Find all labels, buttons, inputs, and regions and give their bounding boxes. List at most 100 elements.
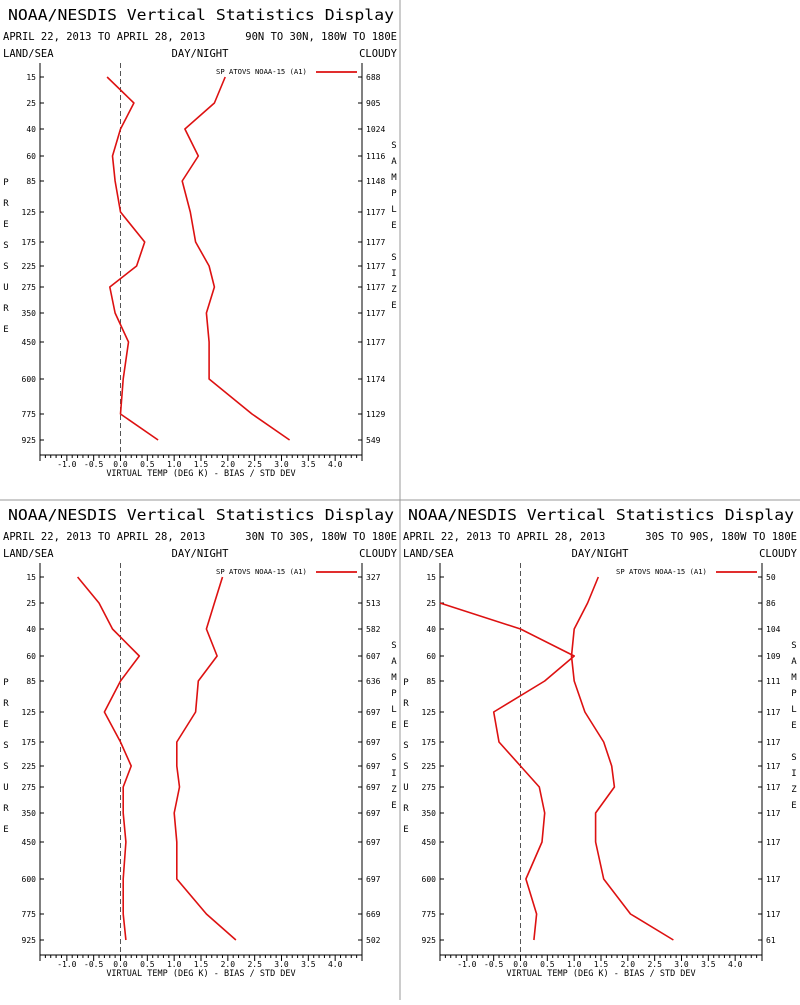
pressure-level-label: 175 bbox=[22, 238, 37, 247]
region-label: 30N TO 30S, 180W TO 180E bbox=[245, 531, 397, 543]
right-axis-title-letter: P bbox=[391, 189, 397, 199]
pressure-level-label: 600 bbox=[422, 875, 437, 884]
x-tick-label: 0.5 bbox=[140, 460, 155, 469]
sample-size-label: 117 bbox=[766, 738, 781, 747]
sample-size-label: 1116 bbox=[366, 152, 385, 161]
pressure-level-label: 450 bbox=[22, 338, 37, 347]
day-night-label: DAY/NIGHT bbox=[172, 548, 230, 560]
cloudy-label: CLOUDY bbox=[759, 548, 798, 560]
sample-size-label: 61 bbox=[766, 936, 776, 945]
pressure-level-label: 275 bbox=[22, 283, 37, 292]
sample-size-label: 1177 bbox=[366, 309, 385, 318]
pressure-level-label: 775 bbox=[22, 910, 37, 919]
x-tick-label: -0.5 bbox=[84, 460, 103, 469]
right-axis-title-letter: Z bbox=[791, 785, 797, 795]
x-tick-label: -1.0 bbox=[57, 460, 76, 469]
legend-label: SP ATOVS NOAA-15 (A1) bbox=[216, 67, 307, 76]
x-axis-title: VIRTUAL TEMP (DEG K) - BIAS / STD DEV bbox=[106, 469, 295, 479]
cloudy-label: CLOUDY bbox=[359, 548, 398, 560]
x-tick-label: -1.0 bbox=[457, 960, 476, 969]
pressure-level-label: 85 bbox=[26, 177, 36, 186]
sample-size-label: 104 bbox=[766, 625, 781, 634]
right-axis-title-letter: P bbox=[391, 689, 397, 699]
cloudy-label: CLOUDY bbox=[359, 48, 398, 60]
sample-size-label: 1177 bbox=[366, 338, 385, 347]
chart-title: NOAA/NESDIS Vertical Statistics Display bbox=[8, 6, 394, 24]
x-tick-label: 1.0 bbox=[167, 460, 182, 469]
x-tick-label: 0.5 bbox=[140, 960, 155, 969]
pressure-level-label: 925 bbox=[22, 936, 37, 945]
sample-size-label: 117 bbox=[766, 762, 781, 771]
y-axis-title-letter: S bbox=[403, 741, 408, 751]
sample-size-label: 1177 bbox=[366, 262, 385, 271]
pressure-level-label: 25 bbox=[26, 599, 36, 608]
sample-size-label: 669 bbox=[366, 910, 381, 919]
right-axis-title-letter: E bbox=[791, 801, 796, 811]
y-axis-title-letter: S bbox=[3, 741, 8, 751]
x-tick-label: 0.0 bbox=[113, 460, 128, 469]
sample-size-label: 117 bbox=[766, 708, 781, 717]
pressure-level-label: 125 bbox=[22, 708, 37, 717]
sample-size-label: 697 bbox=[366, 809, 381, 818]
sample-size-label: 697 bbox=[366, 783, 381, 792]
sample-size-label: 582 bbox=[366, 625, 381, 634]
right-axis-title-letter: L bbox=[791, 705, 796, 715]
y-axis-title-letter: E bbox=[3, 220, 8, 230]
sample-size-label: 1148 bbox=[366, 177, 385, 186]
chart-panel-2: NOAA/NESDIS Vertical Statistics Display A… bbox=[3, 506, 398, 979]
pressure-level-label: 25 bbox=[426, 599, 436, 608]
x-tick-label: 1.5 bbox=[594, 960, 609, 969]
land-sea-label: LAND/SEA bbox=[3, 548, 54, 560]
x-tick-label: 2.0 bbox=[221, 960, 236, 969]
pressure-level-label: 60 bbox=[26, 152, 36, 161]
right-axis-title-letter: I bbox=[791, 769, 796, 779]
pressure-level-label: 275 bbox=[22, 783, 37, 792]
region-label: 90N TO 30N, 180W TO 180E bbox=[245, 31, 397, 43]
right-axis-title-letter: I bbox=[391, 269, 396, 279]
y-axis-title-letter: E bbox=[3, 325, 8, 335]
pressure-level-label: 775 bbox=[422, 910, 437, 919]
pressure-level-label: 85 bbox=[426, 677, 436, 686]
pressure-level-label: 775 bbox=[22, 410, 37, 419]
x-tick-label: 3.5 bbox=[301, 960, 316, 969]
sample-size-label: 502 bbox=[366, 936, 381, 945]
day-night-label: DAY/NIGHT bbox=[172, 48, 230, 60]
sample-size-label: 688 bbox=[366, 73, 381, 82]
x-tick-label: 2.5 bbox=[647, 960, 662, 969]
sample-size-label: 1129 bbox=[366, 410, 385, 419]
pressure-level-label: 350 bbox=[22, 309, 37, 318]
region-label: 30S TO 90S, 180W TO 180E bbox=[645, 531, 797, 543]
legend-label: SP ATOVS NOAA-15 (A1) bbox=[616, 567, 707, 576]
pressure-level-label: 125 bbox=[422, 708, 437, 717]
x-tick-label: 4.0 bbox=[328, 960, 343, 969]
y-axis-title-letter: P bbox=[3, 178, 9, 188]
y-axis-title-letter: E bbox=[3, 825, 8, 835]
pressure-level-label: 60 bbox=[26, 652, 36, 661]
x-tick-label: 3.5 bbox=[701, 960, 716, 969]
day-night-label: DAY/NIGHT bbox=[572, 548, 630, 560]
right-axis-title-letter: A bbox=[391, 657, 397, 667]
y-axis-title-letter: R bbox=[3, 199, 9, 209]
y-axis-title-letter: S bbox=[3, 262, 8, 272]
pressure-level-label: 175 bbox=[422, 738, 437, 747]
bias-line bbox=[76, 576, 141, 941]
sample-size-label: 117 bbox=[766, 783, 781, 792]
pressure-level-label: 85 bbox=[26, 677, 36, 686]
sample-size-label: 697 bbox=[366, 875, 381, 884]
x-tick-label: 3.0 bbox=[274, 960, 289, 969]
x-tick-label: 2.0 bbox=[621, 960, 636, 969]
right-axis-title-letter: S bbox=[391, 141, 396, 151]
y-axis-title-letter: R bbox=[403, 699, 409, 709]
x-tick-label: 2.5 bbox=[247, 460, 262, 469]
pressure-level-label: 275 bbox=[422, 783, 437, 792]
x-tick-label: 2.5 bbox=[247, 960, 262, 969]
pressure-level-label: 40 bbox=[26, 625, 36, 634]
pressure-level-label: 225 bbox=[22, 762, 37, 771]
x-tick-label: 2.0 bbox=[221, 460, 236, 469]
y-axis-title-letter: U bbox=[3, 783, 8, 793]
right-axis-title-letter: I bbox=[391, 769, 396, 779]
sample-size-label: 697 bbox=[366, 738, 381, 747]
y-axis-title-letter: E bbox=[403, 720, 408, 730]
right-axis-title-letter: L bbox=[391, 205, 396, 215]
pressure-level-label: 925 bbox=[22, 436, 37, 445]
